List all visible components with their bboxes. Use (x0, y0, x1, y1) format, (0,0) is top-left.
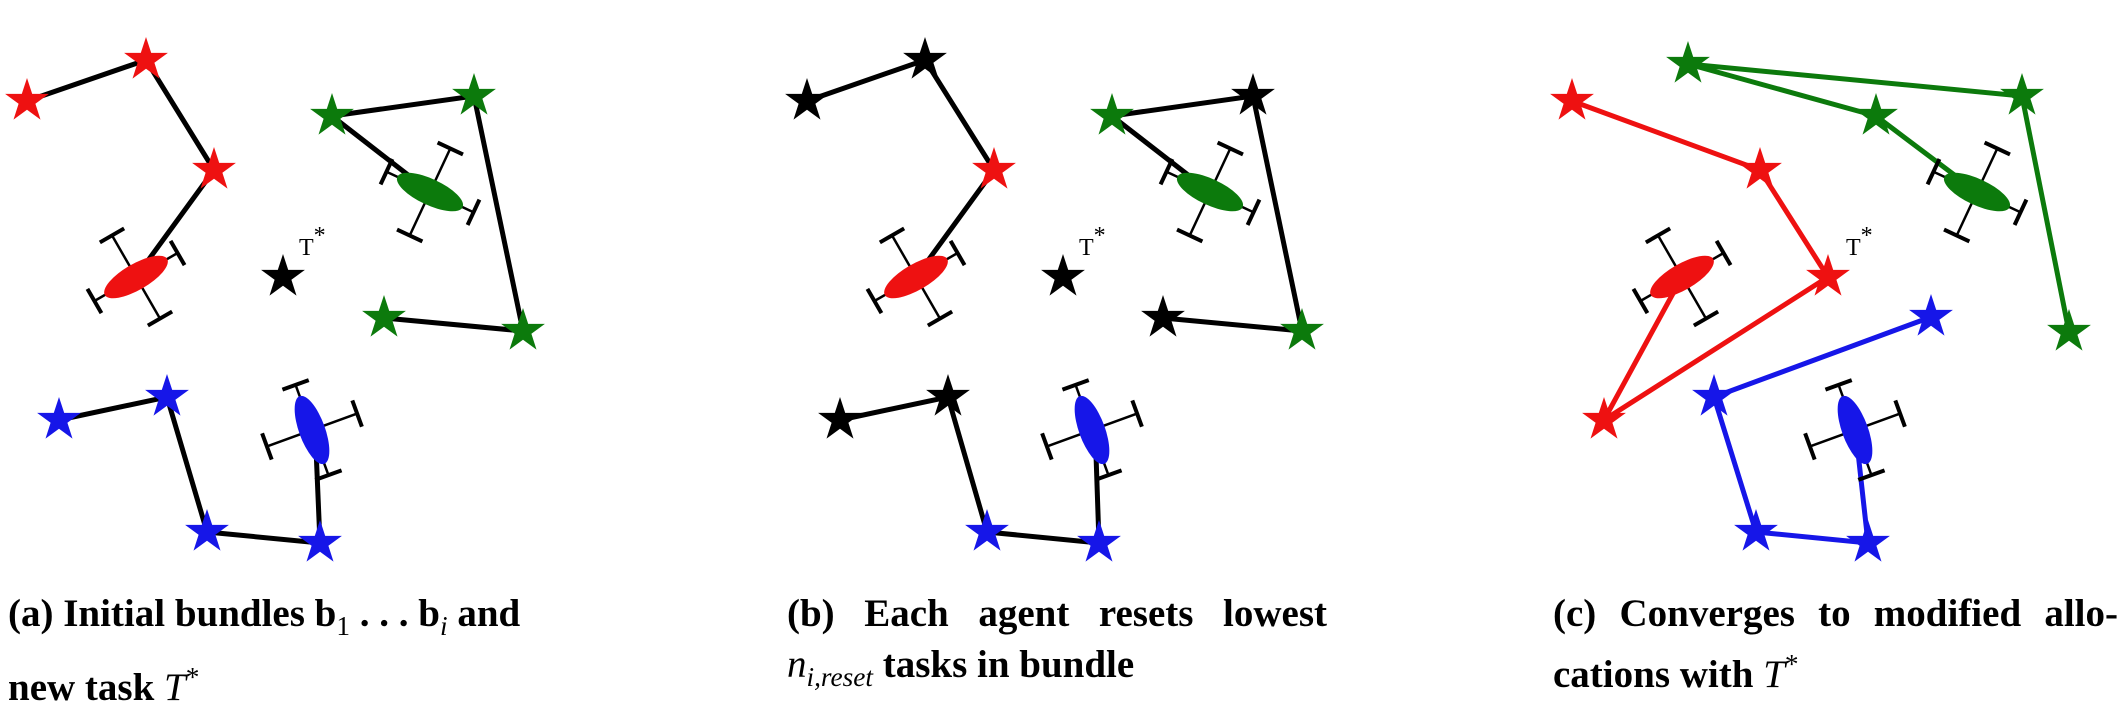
caption-a-prefix: (a) Initial bundles (8, 592, 315, 635)
caption-c-line2: cations with (1553, 653, 1764, 696)
agent-red-drone-a (68, 209, 204, 345)
reset-task-star (903, 37, 947, 79)
agent-green-drone-b (1144, 126, 1276, 258)
caption-b-n: n (787, 643, 807, 686)
task-star (1666, 41, 1710, 83)
task-star (1738, 147, 1782, 189)
caption-b-suffix: tasks in bundle (872, 643, 1135, 686)
task-star (1550, 78, 1594, 120)
panel-a: T* (5, 37, 545, 562)
reset-task-star (926, 374, 970, 416)
caption-a-line2: new task (8, 665, 165, 709)
caption-b-n-sub: i,reset (806, 661, 873, 692)
caption-a-b1: b (314, 592, 337, 635)
paths-a (24, 56, 526, 546)
caption-a-T-sup: * (185, 661, 200, 692)
task-star (5, 78, 49, 120)
caption-c-line1: (c) Converges to modified allo- (1553, 592, 2118, 635)
caption-a-suffix: and (447, 592, 521, 635)
caption-c: (c) Converges to modified allo- cations … (1553, 588, 2118, 700)
reset-task-star (1231, 73, 1275, 115)
caption-a-bi-sub: i (439, 610, 448, 641)
agent-red-drone-c (1614, 209, 1750, 345)
reset-task-star (1141, 295, 1185, 337)
caption-a-bi: b (418, 592, 440, 635)
task-star (965, 509, 1009, 551)
task-star (124, 37, 168, 79)
task-star (145, 374, 189, 416)
task-star (1734, 509, 1778, 551)
agent-green-drone-a (364, 126, 496, 258)
agent-red-drone-b (848, 209, 984, 345)
new-task-label: T* (1079, 223, 1106, 261)
caption-a: (a) Initial bundles b1 . . . bi and new … (8, 588, 568, 713)
task-star (362, 295, 406, 337)
agent-blue-drone-c (1791, 366, 1919, 494)
agent-blue-drone-b (1028, 366, 1156, 494)
task-star (1692, 374, 1736, 416)
caption-a-dots: . . . (350, 592, 419, 635)
task-star (1582, 397, 1626, 439)
task-star (185, 509, 229, 551)
new-task-label: T* (1846, 223, 1873, 261)
caption-a-T: T (164, 665, 186, 709)
new-task-label: T* (299, 223, 326, 261)
task-star (2047, 309, 2091, 351)
agent-green-drone-c (1911, 126, 2043, 258)
task-star (192, 147, 236, 189)
figure-diagram: T* T* (5, 37, 2091, 562)
caption-b: (b) Each agent resets lowest ni,reset ta… (787, 588, 1327, 703)
caption-b-line1: (b) Each agent resets lowest (787, 592, 1327, 635)
agent-blue-drone-a (248, 366, 376, 494)
task-star (1909, 294, 1953, 336)
paths-b (804, 56, 1305, 546)
panel-c: T* (1550, 41, 2091, 562)
caption-c-T: T (1763, 653, 1785, 696)
caption-c-T-sup: * (1784, 649, 1799, 679)
caption-a-b1-sub: 1 (336, 610, 351, 641)
task-star (452, 73, 496, 115)
panel-b: T* (785, 37, 1324, 562)
task-star (972, 147, 1016, 189)
paths-c (1569, 61, 2072, 546)
reset-task-star (785, 78, 829, 120)
